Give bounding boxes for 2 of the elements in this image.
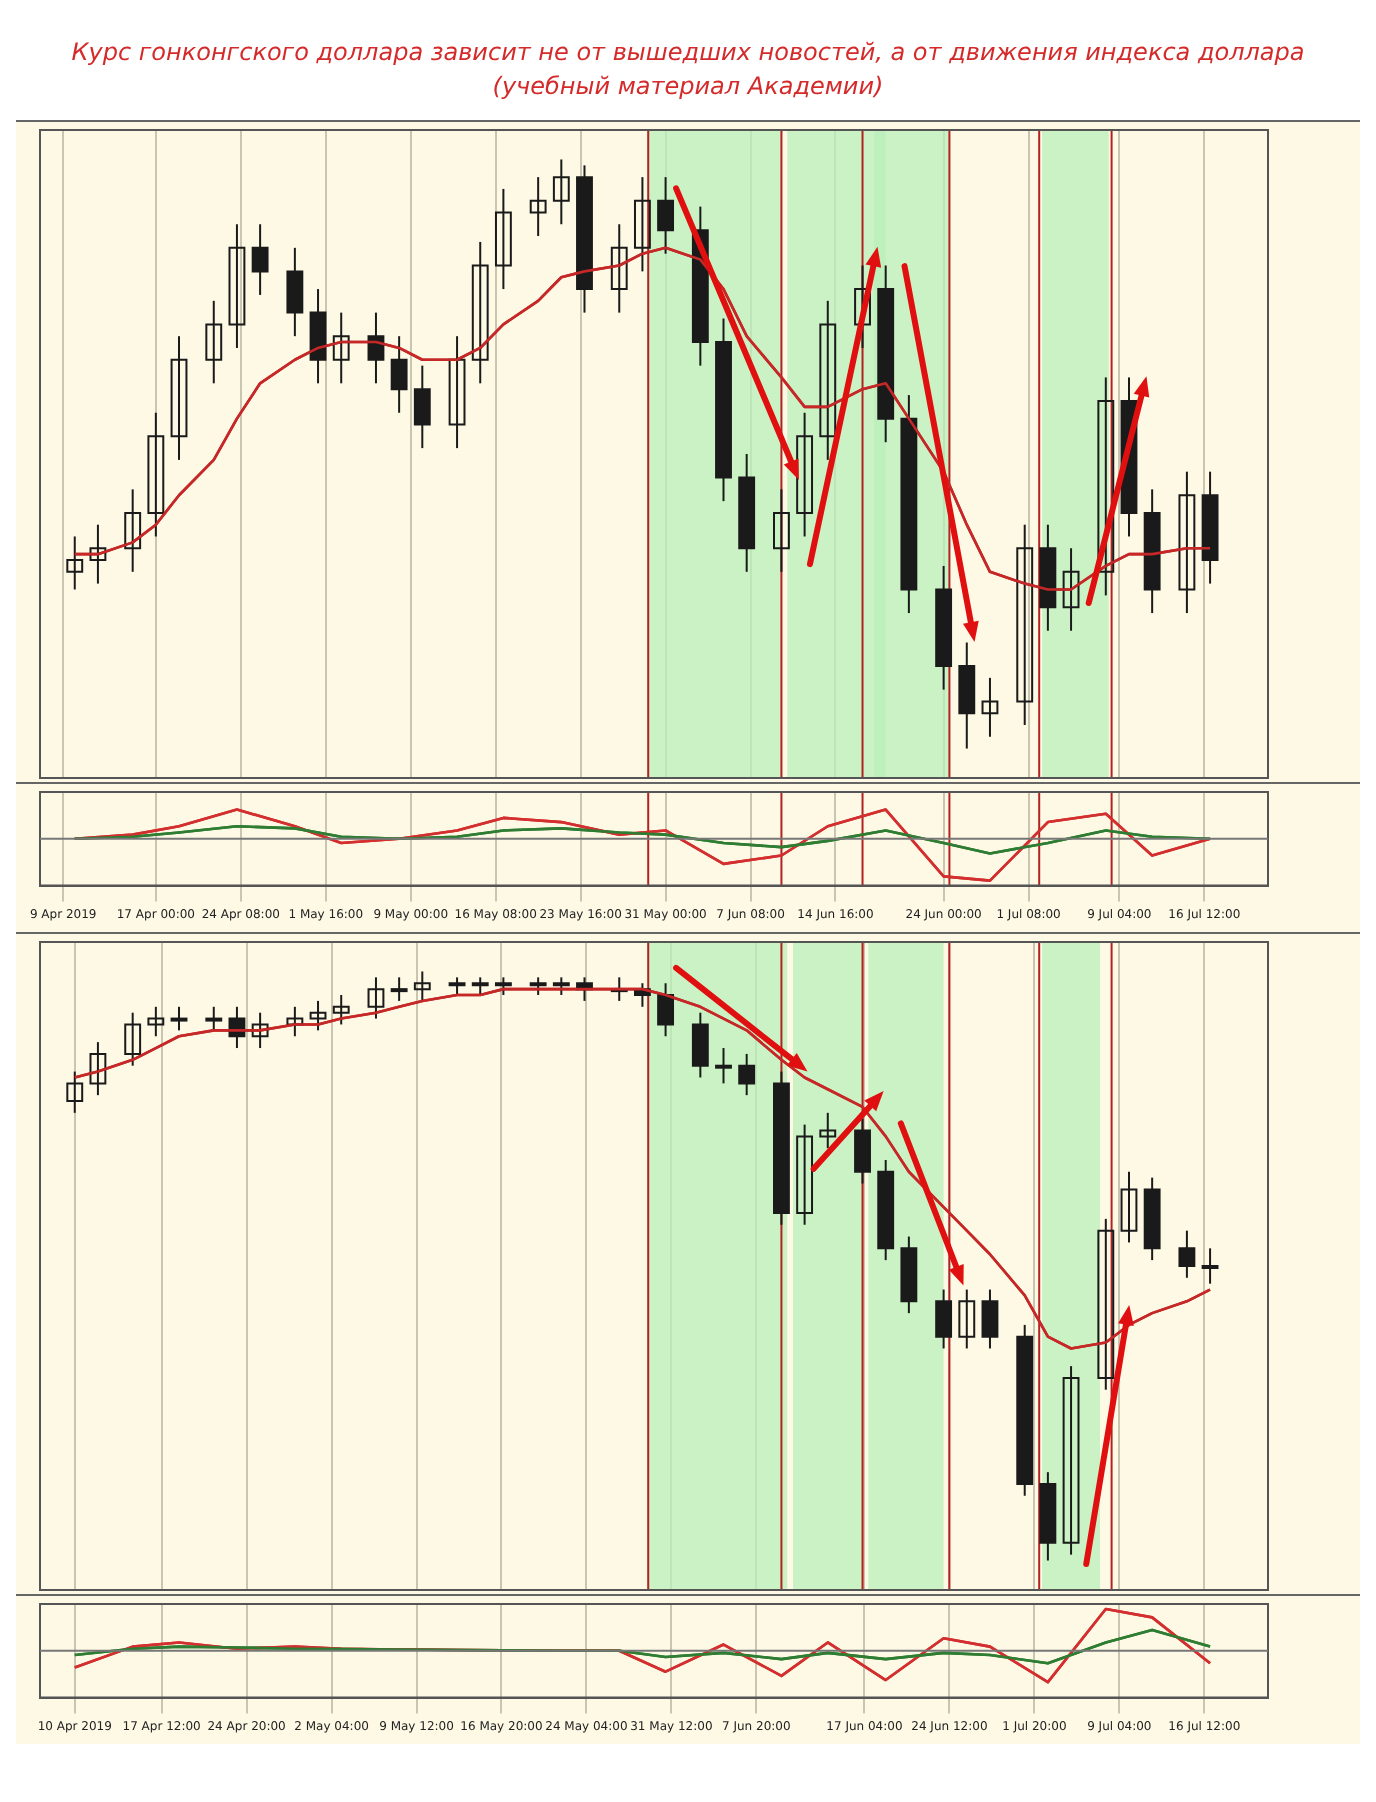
chart-title: Курс гонконгского доллара зависит не от вышедших новостей, а от движения индекса доллара — [69, 36, 1307, 70]
chart-subtitle: (учебный материал Академии) — [490, 70, 886, 104]
